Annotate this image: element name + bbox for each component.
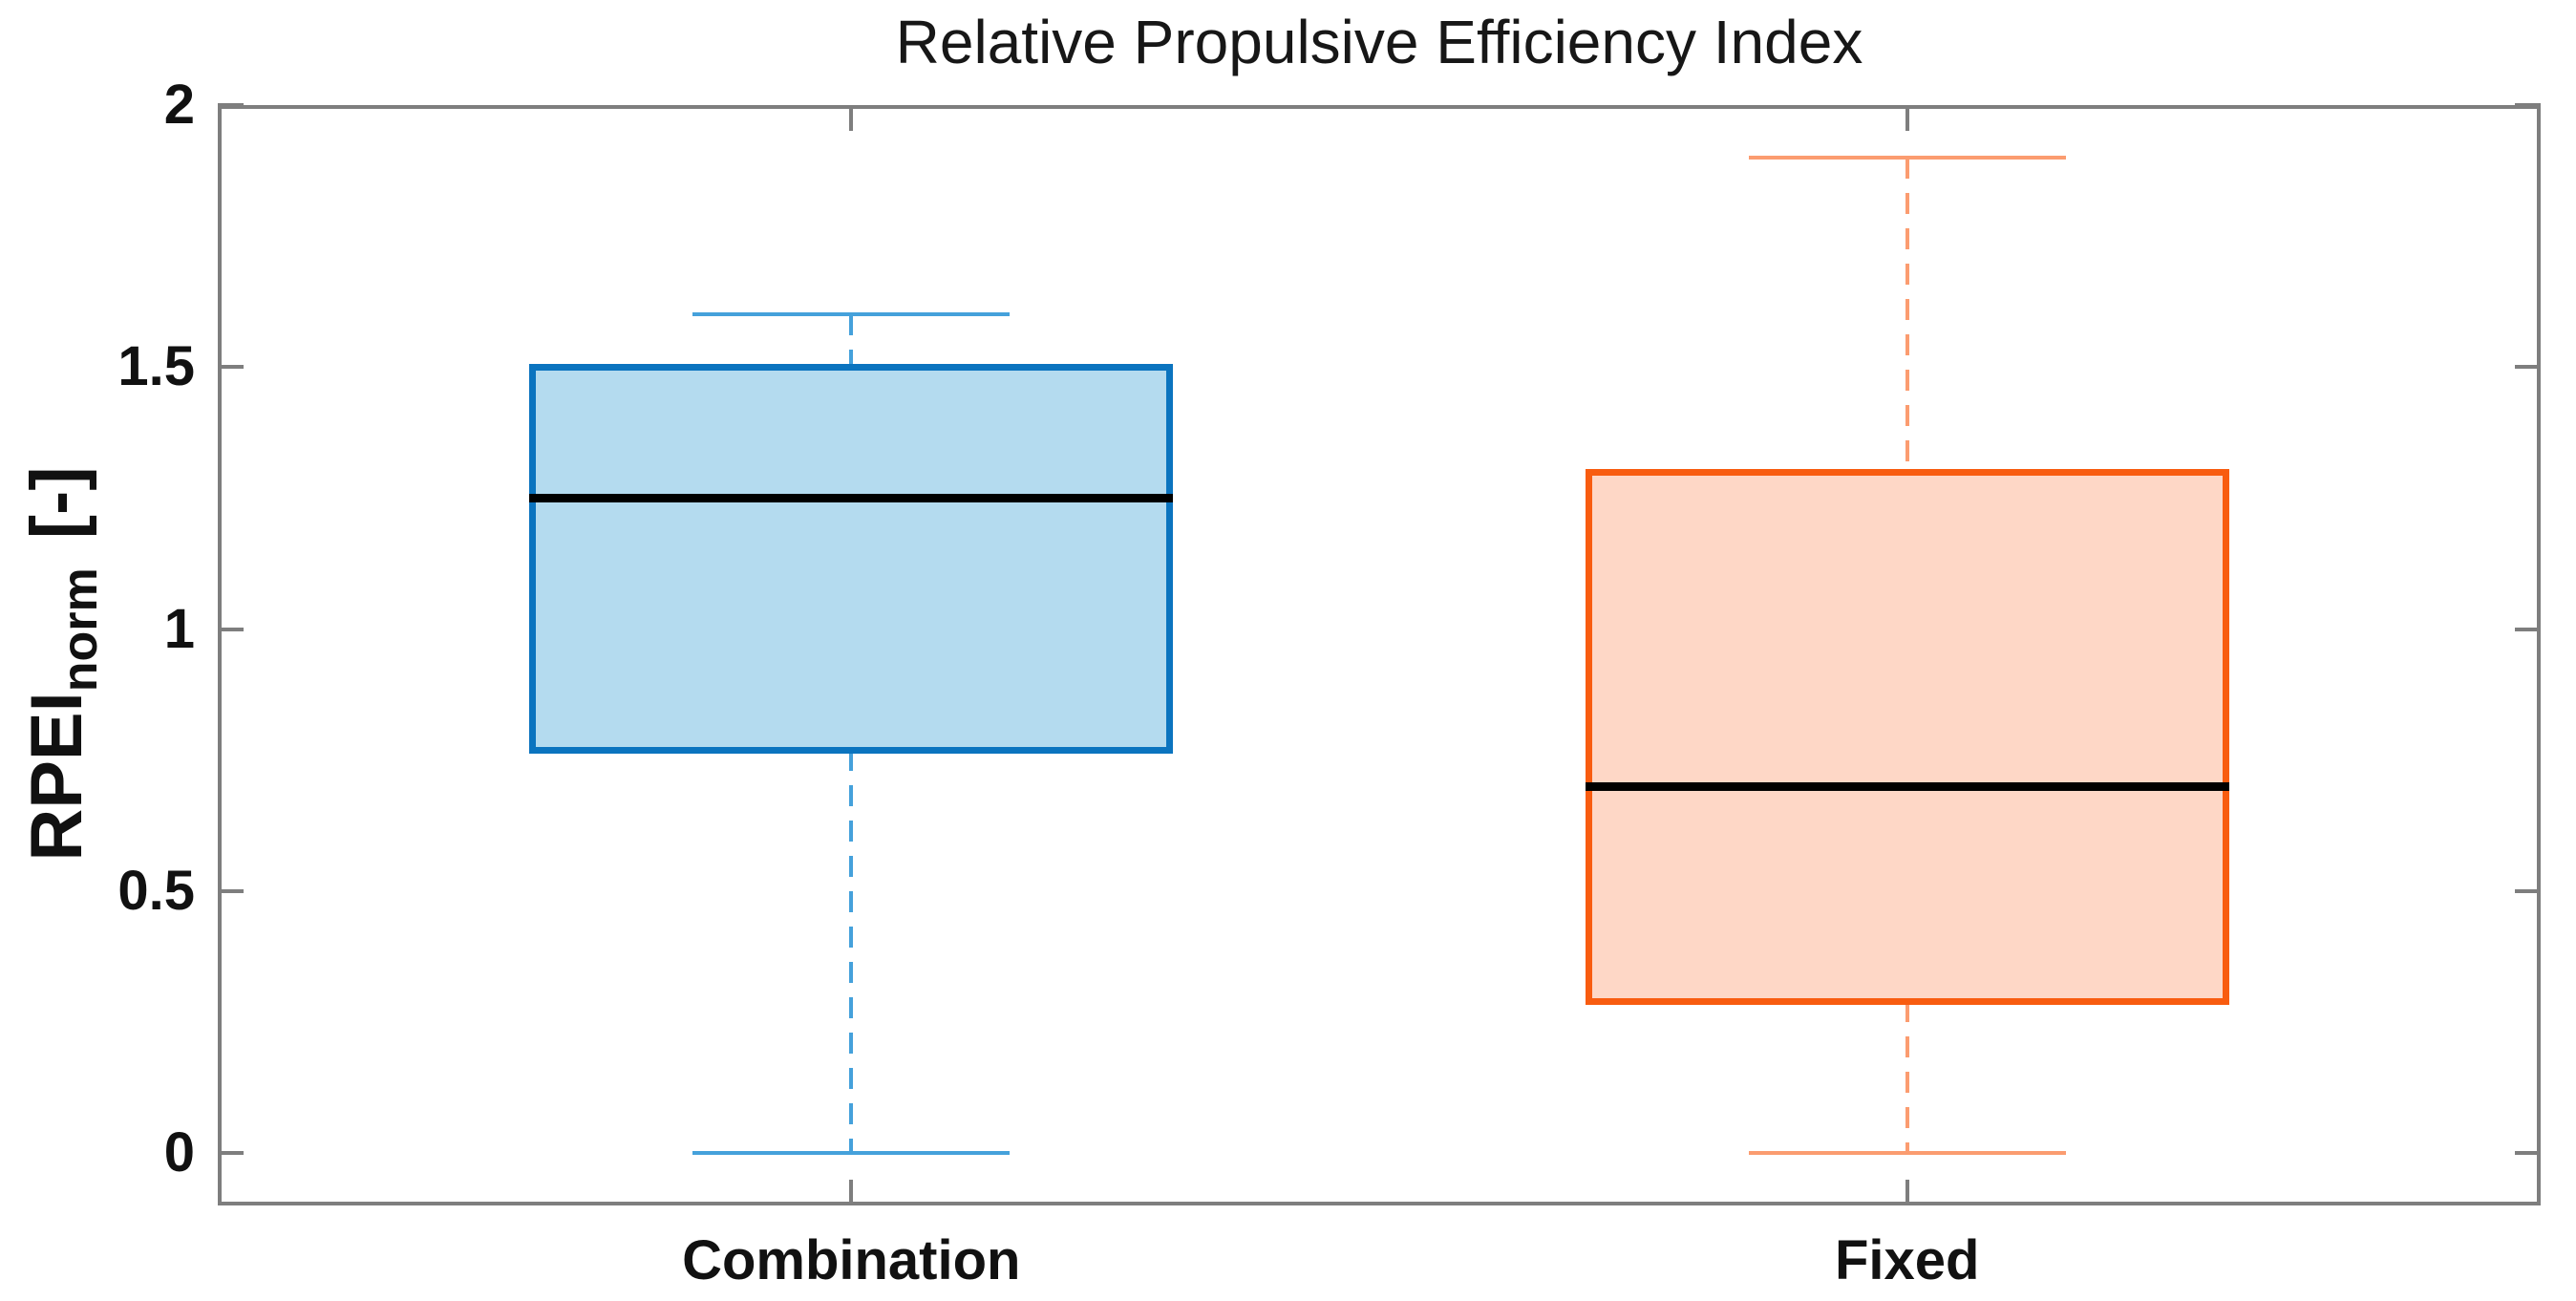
y-tick-left bbox=[218, 103, 244, 107]
upper-whisker-line bbox=[1905, 157, 1909, 472]
y-tick-label: 1.5 bbox=[117, 335, 195, 398]
y-tick-left bbox=[218, 1151, 244, 1156]
iqr-box bbox=[1585, 469, 2229, 1006]
y-tick-left bbox=[218, 888, 244, 893]
x-tick-top bbox=[1905, 105, 1909, 131]
x-category-label: Fixed bbox=[1834, 1229, 1980, 1291]
lower-whisker-cap bbox=[1748, 1151, 2066, 1156]
median-line bbox=[529, 494, 1174, 503]
x-tick-bottom bbox=[1905, 1180, 1909, 1205]
y-tick-left bbox=[218, 627, 244, 631]
y-tick-label: 2 bbox=[163, 74, 195, 136]
y-tick-label: 1 bbox=[163, 597, 195, 660]
y-tick-label: 0 bbox=[163, 1121, 195, 1184]
y-tick-label: 0.5 bbox=[117, 859, 195, 922]
y-tick-right bbox=[2515, 627, 2541, 631]
y-axis-label-units: [-] bbox=[16, 466, 97, 540]
y-tick-left bbox=[218, 365, 244, 370]
upper-whisker-cap bbox=[1748, 155, 2066, 160]
iqr-box bbox=[529, 364, 1174, 754]
y-tick-right bbox=[2515, 888, 2541, 893]
x-tick-top bbox=[849, 105, 854, 131]
upper-whisker-cap bbox=[692, 312, 1011, 317]
x-category-label: Combination bbox=[682, 1229, 1021, 1291]
y-tick-right bbox=[2515, 103, 2541, 107]
median-line bbox=[1585, 782, 2229, 792]
x-tick-bottom bbox=[849, 1180, 854, 1205]
y-tick-right bbox=[2515, 1151, 2541, 1156]
y-axis-label-main: RPEI bbox=[16, 692, 97, 862]
lower-whisker-cap bbox=[692, 1151, 1011, 1156]
y-tick-right bbox=[2515, 365, 2541, 370]
lower-whisker-line bbox=[1905, 1001, 1909, 1154]
chart-title: Relative Propulsive Efficiency Index bbox=[895, 8, 1863, 76]
lower-whisker-line bbox=[849, 749, 854, 1154]
upper-whisker-line bbox=[849, 314, 854, 368]
